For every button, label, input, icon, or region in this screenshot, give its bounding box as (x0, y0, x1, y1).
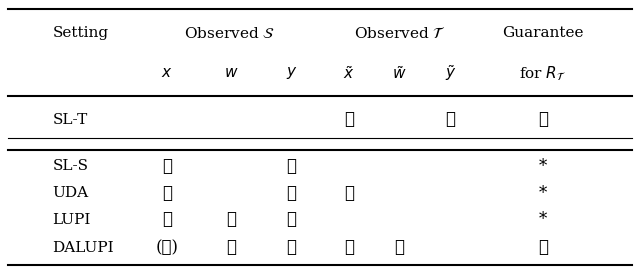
Text: ✓: ✓ (445, 111, 456, 128)
Text: ✓: ✓ (538, 239, 548, 256)
Text: Observed $\mathcal{T}$: Observed $\mathcal{T}$ (354, 26, 445, 41)
Text: Observed $\mathcal{S}$: Observed $\mathcal{S}$ (184, 26, 275, 41)
Text: ✓: ✓ (395, 239, 404, 256)
Text: ✓: ✓ (344, 239, 354, 256)
Text: LUPI: LUPI (52, 213, 91, 227)
Text: *: * (539, 185, 547, 201)
Text: ✓: ✓ (286, 211, 296, 228)
Text: ✓: ✓ (162, 185, 172, 201)
Text: SL-T: SL-T (52, 113, 88, 127)
Text: ✓: ✓ (344, 111, 354, 128)
Text: $\tilde{w}$: $\tilde{w}$ (392, 65, 407, 82)
Text: ✓: ✓ (286, 185, 296, 201)
Text: $x$: $x$ (161, 66, 173, 80)
Text: $\tilde{x}$: $\tilde{x}$ (343, 65, 355, 82)
Text: *: * (539, 211, 547, 228)
Text: $\tilde{y}$: $\tilde{y}$ (445, 63, 456, 83)
Text: DALUPI: DALUPI (52, 241, 114, 255)
Text: $y$: $y$ (285, 65, 297, 81)
Text: *: * (539, 158, 547, 175)
Text: SL-S: SL-S (52, 160, 88, 174)
Text: (✓): (✓) (156, 239, 179, 256)
Text: for $R_{\mathcal{T}}$: for $R_{\mathcal{T}}$ (520, 64, 566, 83)
Text: ✓: ✓ (162, 158, 172, 175)
Text: ✓: ✓ (286, 239, 296, 256)
Text: ✓: ✓ (286, 158, 296, 175)
Text: ✓: ✓ (226, 239, 236, 256)
Text: ✓: ✓ (344, 185, 354, 201)
Text: Setting: Setting (52, 26, 109, 40)
Text: UDA: UDA (52, 186, 88, 200)
Text: ✓: ✓ (538, 111, 548, 128)
Text: Guarantee: Guarantee (502, 26, 584, 40)
Text: ✓: ✓ (162, 211, 172, 228)
Text: $w$: $w$ (223, 66, 238, 80)
Text: ✓: ✓ (226, 211, 236, 228)
